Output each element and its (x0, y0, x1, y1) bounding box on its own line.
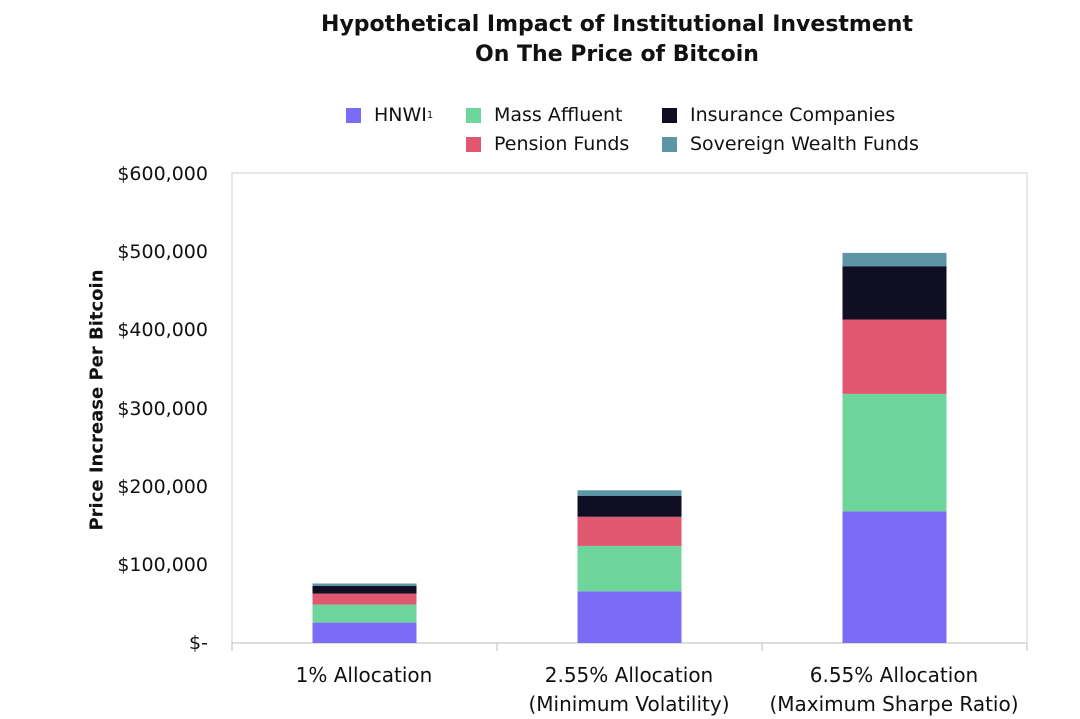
bar-segment-sovereign-wealth-funds (577, 490, 682, 496)
chart-title-line-1: Hypothetical Impact of Institutional Inv… (321, 12, 913, 37)
x-tick-label-3: 6.55% Allocation (Maximum Sharpe Ratio) (764, 661, 1024, 719)
bar-segment-mass-affluent (312, 604, 417, 623)
bar-segment-sovereign-wealth-funds (842, 252, 947, 267)
legend-swatch-hnwi (346, 107, 361, 123)
x-tick-label-2: 2.55% Allocation (Minimum Volatility) (499, 661, 759, 719)
legend-item-sovereign-wealth-funds: Sovereign Wealth Funds (662, 133, 919, 155)
legend-label-pension-funds: Pension Funds (494, 133, 630, 155)
y-tick-label: $500,000 (117, 241, 208, 263)
x-tick-line-1: 2.55% Allocation (544, 663, 714, 687)
legend-swatch-pension-funds (466, 136, 481, 152)
legend-item-pension-funds: Pension Funds (466, 133, 629, 155)
bar-segment-insurance-companies (577, 495, 682, 517)
x-tick-label-1: 1% Allocation (234, 661, 494, 690)
legend-swatch-insurance-companies (662, 107, 677, 123)
x-tick-line-1: 6.55% Allocation (809, 663, 979, 687)
x-tick-line-1: 1% Allocation (295, 663, 433, 687)
bar-segment-hnwi (577, 591, 682, 643)
bar-group (312, 252, 947, 643)
bar-segment-pension-funds (842, 319, 947, 394)
chart-title-line-2: On The Price of Bitcoin (475, 42, 759, 67)
legend-label-mass-affluent: Mass Affluent (494, 104, 623, 126)
legend-label-sovereign-wealth-funds: Sovereign Wealth Funds (690, 133, 919, 155)
chart-legend: HNWI 1 Mass Affluent Pension Funds Insura… (0, 0, 1080, 170)
bar-segment-mass-affluent (577, 545, 682, 592)
legend-swatch-mass-affluent (466, 107, 481, 123)
y-tick-label: $300,000 (117, 398, 208, 420)
y-tick-label: $600,000 (117, 163, 208, 185)
bar-segment-sovereign-wealth-funds (312, 583, 417, 586)
x-tick-line-2: (Minimum Volatility) (528, 692, 730, 716)
x-tick-line-2: (Maximum Sharpe Ratio) (769, 692, 1019, 716)
chart-title: Hypothetical Impact of Institutional Inv… (0, 10, 1080, 70)
legend-label-hnwi-superscript: 1 (426, 109, 434, 121)
bar-segment-hnwi (842, 511, 947, 643)
legend-item-hnwi: HNWI 1 (346, 104, 433, 126)
legend-label-insurance-companies: Insurance Companies (690, 104, 896, 126)
legend-item-insurance-companies: Insurance Companies (662, 104, 895, 126)
legend-label-hnwi: HNWI (374, 104, 427, 126)
bar-segment-insurance-companies (312, 585, 417, 594)
y-tick-label: $400,000 (117, 319, 208, 341)
y-tick-label: $200,000 (117, 476, 208, 498)
bar-segment-mass-affluent (842, 393, 947, 512)
y-tick-label: $100,000 (117, 554, 208, 576)
bar-segment-pension-funds (577, 516, 682, 546)
legend-item-mass-affluent: Mass Affluent (466, 104, 622, 126)
bar-segment-hnwi (312, 622, 417, 643)
y-tick-label: $- (189, 632, 208, 654)
legend-swatch-sovereign-wealth-funds (662, 136, 677, 152)
bar-segment-insurance-companies (842, 266, 947, 320)
bar-segment-pension-funds (312, 593, 417, 605)
